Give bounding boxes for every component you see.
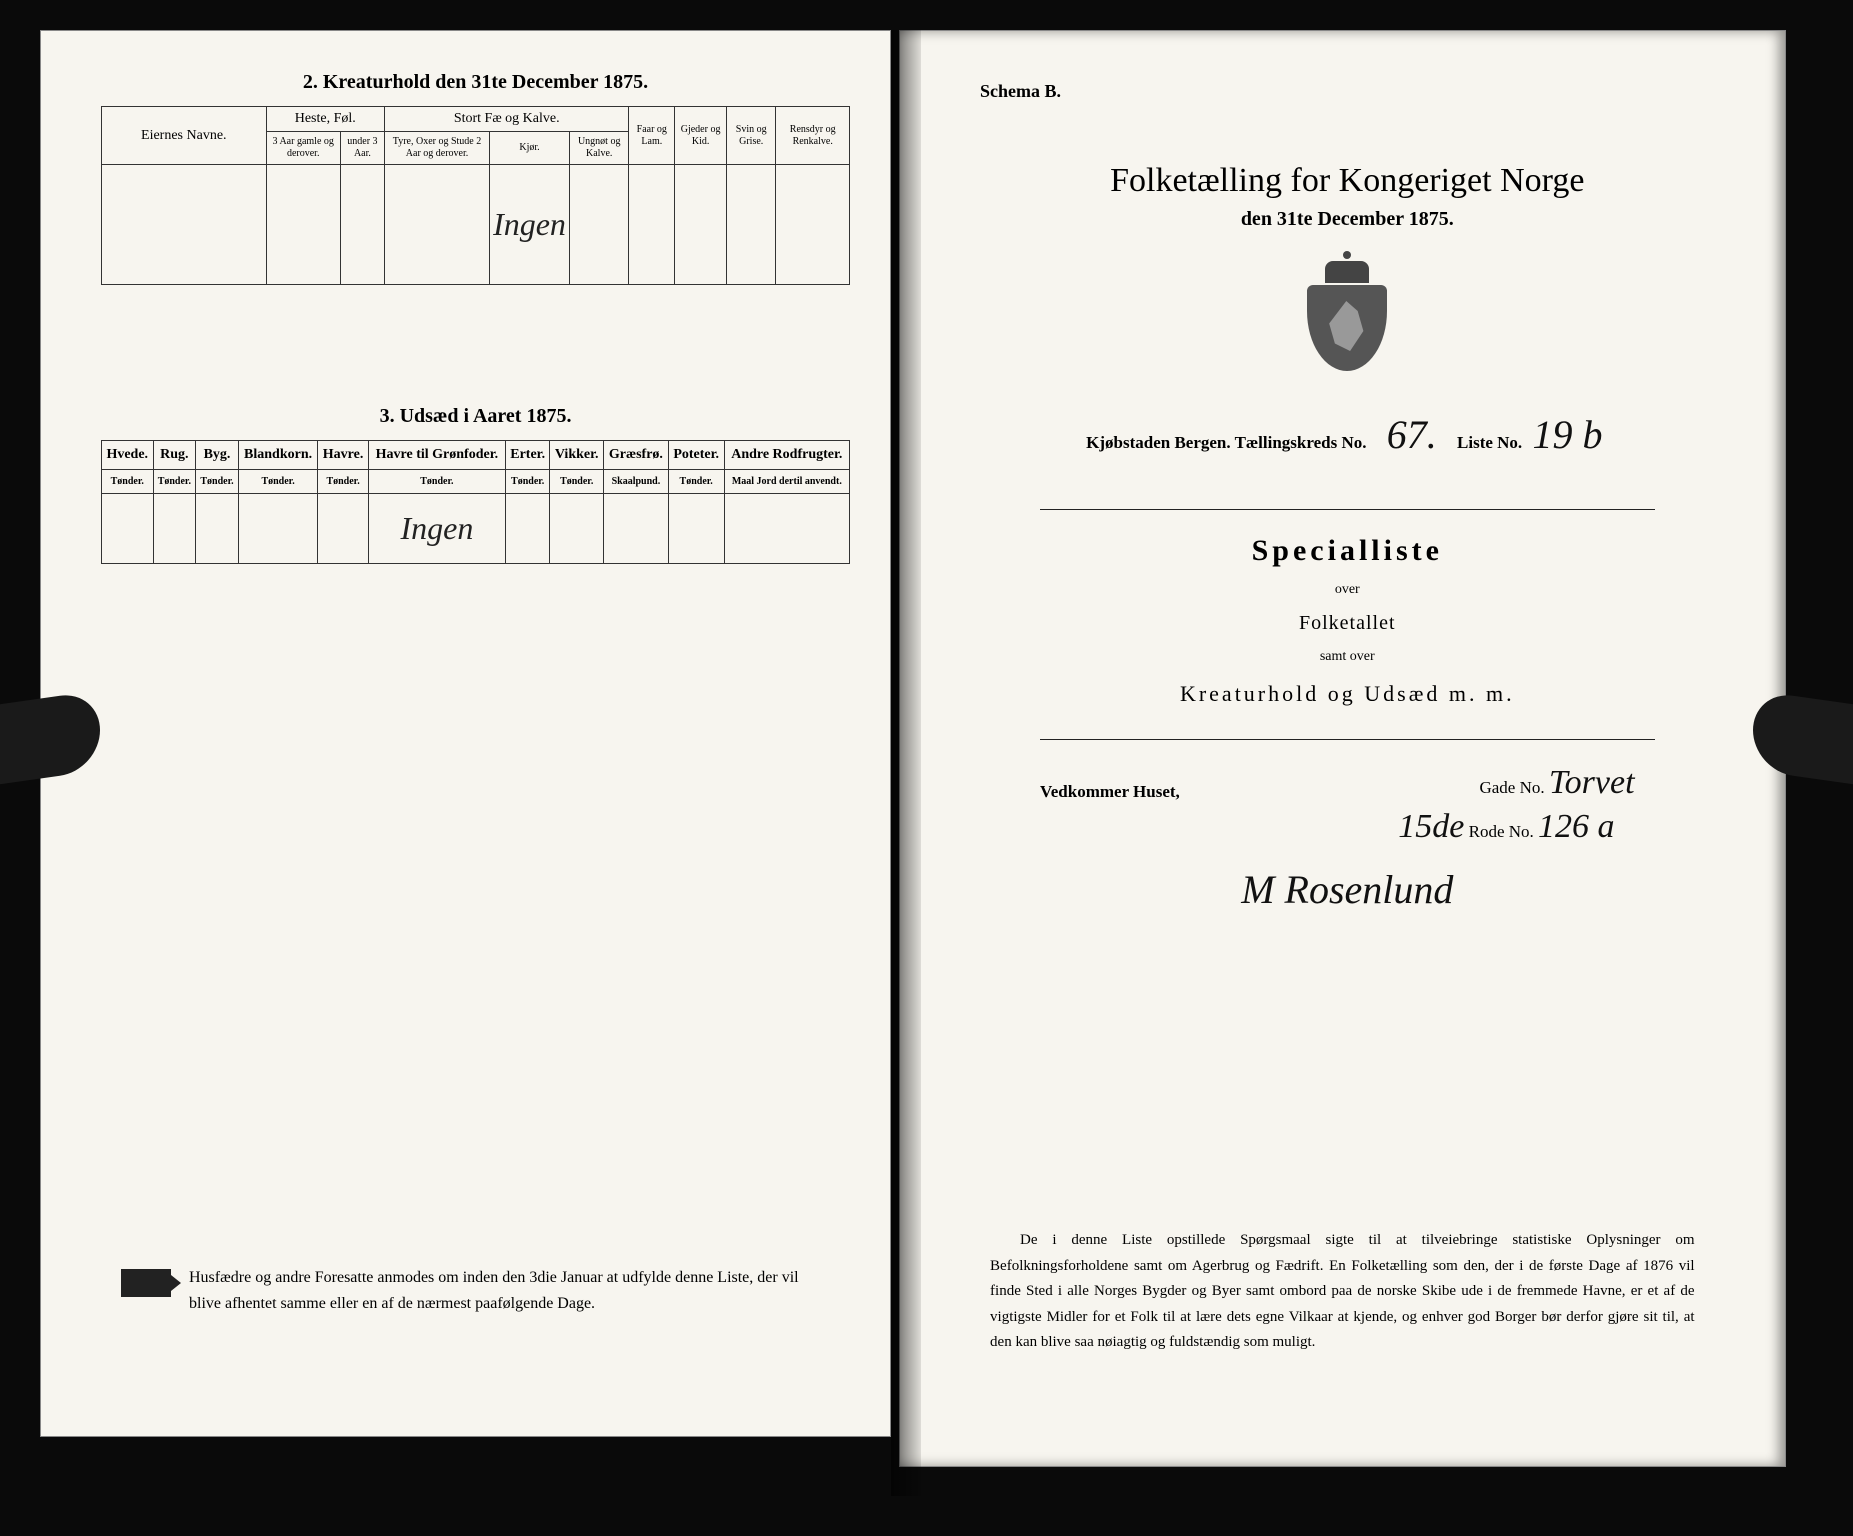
signature-line: M Rosenlund (980, 866, 1715, 913)
entry-ingen-2: Ingen (400, 510, 473, 546)
seed-col-9: Poteter. (668, 441, 724, 470)
col-eier: Eiernes Navne. (102, 107, 267, 165)
kreds-line: Kjøbstaden Bergen. Tællingskreds No. 67.… (980, 411, 1715, 459)
seed-unit-9: Tønder. (668, 470, 724, 494)
folketallet: Folketallet (980, 612, 1715, 635)
pointing-hand-icon (121, 1269, 171, 1297)
col-faar: Faar og Lam. (629, 107, 675, 165)
seed-unit-6: Tønder. (506, 470, 550, 494)
seed-unit-0: Tønder. (102, 470, 154, 494)
seed-col-1: Rug. (153, 441, 196, 470)
seed-col-7: Vikker. (550, 441, 604, 470)
col-gjeder: Gjeder og Kid. (675, 107, 727, 165)
col-f1: Tyre, Oxer og Stude 2 Aar og derover. (384, 132, 489, 165)
scan-container: 2. Kreaturhold den 31te December 1875. E… (0, 0, 1853, 1536)
col-fae: Stort Fæ og Kalve. (384, 107, 628, 132)
bottom-paragraph: De i denne Liste opstillede Spørgsmaal s… (990, 1228, 1695, 1356)
right-page: Schema B. Folketælling for Kongeriget No… (899, 30, 1786, 1467)
signature: M Rosenlund (1241, 867, 1453, 912)
seed-unit-8: Skaalpund. (604, 470, 669, 494)
udsaed-table: Hvede. Rug. Byg. Blandkorn. Havre. Havre… (101, 440, 850, 564)
schema-label: Schema B. (980, 81, 1715, 102)
col-f3: Ungnøt og Kalve. (569, 132, 629, 165)
entry-ingen-1: Ingen (493, 206, 566, 242)
seed-col-5: Havre til Grønfoder. (368, 441, 505, 470)
rule-top (1040, 509, 1655, 510)
col-h1: 3 Aar gamle og derover. (266, 132, 340, 165)
footnote: Husfædre og andre Foresatte anmodes om i… (121, 1265, 830, 1316)
table-row: Ingen (102, 494, 850, 564)
table-row: Ingen (102, 165, 850, 285)
seed-col-6: Erter. (506, 441, 550, 470)
gade-hand: Torvet (1549, 764, 1635, 801)
col-f2: Kjør. (490, 132, 570, 165)
col-svin: Svin og Grise. (727, 107, 776, 165)
footnote-text: Husfædre og andre Foresatte anmodes om i… (189, 1265, 830, 1316)
left-page: 2. Kreaturhold den 31te December 1875. E… (40, 30, 891, 1437)
seed-col-8: Græsfrø. (604, 441, 669, 470)
samt-over: samt over (980, 649, 1715, 665)
seed-unit-4: Tønder. (318, 470, 368, 494)
rode-row: 15de Rode No. 126 a (980, 808, 1615, 846)
seed-col-4: Havre. (318, 441, 368, 470)
main-title: Folketælling for Kongeriget Norge (980, 162, 1715, 200)
seed-col-2: Byg. (196, 441, 239, 470)
seed-col-3: Blandkorn. (238, 441, 318, 470)
liste-label: Liste No. (1457, 433, 1522, 452)
kjob-label: Kjøbstaden Bergen. Tællingskreds No. (1086, 433, 1366, 452)
rode-hand: 126 a (1538, 808, 1615, 845)
col-h2: under 3 Aar. (340, 132, 384, 165)
sub-date: den 31te December 1875. (980, 208, 1715, 231)
over-1: over (980, 582, 1715, 598)
coat-of-arms-icon (1302, 261, 1392, 371)
specialliste: Specialliste (980, 534, 1715, 568)
liste-hand: 19 b (1532, 411, 1602, 459)
section3-title: 3. Udsæd i Aaret 1875. (101, 405, 850, 428)
seed-col-10: Andre Rodfrugter. (724, 441, 849, 470)
section2-title: 2. Kreaturhold den 31te December 1875. (101, 71, 850, 94)
col-ren: Rensdyr og Renkalve. (776, 107, 850, 165)
seed-unit-10: Maal Jord dertil anvendt. (724, 470, 849, 494)
seed-col-0: Hvede. (102, 441, 154, 470)
col-heste: Heste, Føl. (266, 107, 384, 132)
seed-unit-1: Tønder. (153, 470, 196, 494)
vedkommer-label: Vedkommer Huset, (1040, 782, 1180, 802)
seed-unit-5: Tønder. (368, 470, 505, 494)
rode-pre-hand: 15de (1398, 808, 1464, 845)
gade-label: Gade No. (1479, 778, 1544, 797)
seed-unit-3: Tønder. (238, 470, 318, 494)
kreaturhold-table: Eiernes Navne. Heste, Føl. Stort Fæ og K… (101, 106, 850, 285)
book-spread: 2. Kreaturhold den 31te December 1875. E… (40, 30, 1813, 1496)
seed-unit-7: Tønder. (550, 470, 604, 494)
kreatur-line: Kreaturhold og Udsæd m. m. (980, 681, 1715, 707)
rode-label: Rode No. (1469, 822, 1534, 841)
seed-unit-2: Tønder. (196, 470, 239, 494)
rule-bottom (1040, 739, 1655, 740)
kreds-hand: 67. (1377, 411, 1447, 459)
house-row: Vedkommer Huset, Gade No. Torvet (1040, 764, 1635, 802)
